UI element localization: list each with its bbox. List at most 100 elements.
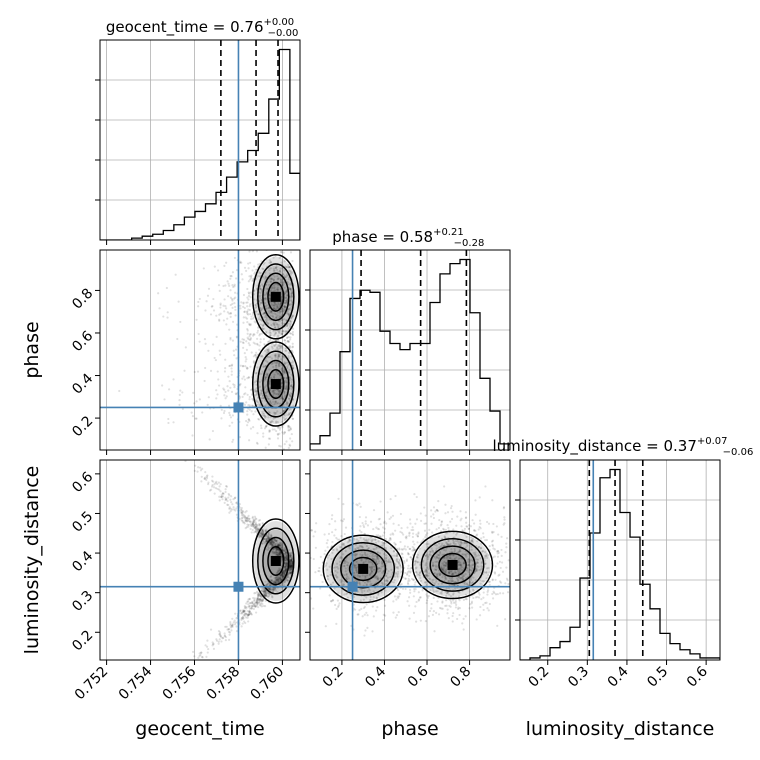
sample-point [248, 610, 251, 613]
sample-point [338, 538, 341, 541]
sample-point [468, 549, 471, 552]
sample-point [458, 570, 461, 573]
sample-point [182, 454, 184, 456]
sample-point [330, 600, 333, 603]
sample-point [289, 561, 292, 564]
sample-point [377, 560, 381, 563]
sample-point [325, 541, 328, 545]
sample-point [385, 522, 388, 525]
sample-point [288, 377, 291, 380]
sample-point [446, 511, 450, 514]
sample-point [314, 546, 317, 549]
sample-point [246, 410, 249, 413]
sample-point [457, 572, 460, 575]
sample-point [262, 397, 265, 400]
sample-point [365, 539, 368, 542]
sample-point [282, 550, 285, 553]
sample-point [254, 523, 257, 526]
sample-point [255, 528, 258, 531]
sample-point [209, 628, 213, 631]
sample-point [257, 593, 261, 596]
sample-point [235, 630, 239, 633]
sample-point [255, 399, 258, 402]
sample-point [221, 492, 224, 495]
sample-point [460, 587, 464, 590]
sample-point [362, 524, 365, 527]
sample-point [228, 364, 231, 368]
sample-point [241, 510, 245, 513]
sample-point [281, 310, 284, 313]
sample-point [268, 421, 271, 424]
sample-point [259, 323, 262, 326]
sample-point [214, 487, 218, 490]
sample-point [276, 325, 280, 328]
sample-point [289, 395, 292, 398]
sample-point [272, 411, 276, 414]
sample-point [289, 566, 292, 569]
sample-point [394, 543, 397, 546]
sample-point [281, 574, 284, 577]
sample-point [273, 275, 276, 278]
sample-point [375, 560, 378, 564]
sample-point [289, 288, 292, 291]
sample-point [198, 652, 201, 655]
sample-point [233, 283, 236, 286]
sample-point [398, 547, 401, 550]
sample-point [246, 519, 250, 522]
sample-point [399, 564, 402, 568]
sample-point [260, 426, 263, 430]
sample-point [247, 337, 250, 341]
sample-point [281, 284, 284, 287]
sample-point [264, 415, 267, 419]
sample-point [234, 496, 237, 499]
sample-point [210, 485, 214, 488]
sample-point [260, 289, 263, 292]
sample-point [280, 575, 283, 578]
sample-point [381, 544, 385, 547]
sample-point [493, 548, 496, 551]
sample-point [285, 402, 288, 405]
sample-point [276, 275, 279, 278]
sample-point [276, 554, 279, 557]
sample-point [375, 526, 378, 529]
sample-point [282, 581, 285, 584]
sample-point [231, 440, 234, 443]
sample-point [283, 305, 286, 308]
sample-point [364, 552, 367, 555]
sample-point [249, 601, 252, 605]
sample-point [271, 462, 273, 464]
sample-point [276, 356, 280, 359]
sample-point [267, 537, 270, 540]
sample-point [369, 573, 372, 576]
sample-point [285, 384, 288, 388]
sample-point [277, 355, 280, 358]
sample-point [281, 397, 284, 400]
sample-point [284, 567, 287, 570]
sample-point [255, 525, 258, 529]
sample-point [431, 550, 435, 553]
sample-point [220, 495, 223, 498]
sample-point [370, 570, 373, 573]
sample-point [356, 613, 359, 616]
sample-point [436, 574, 439, 577]
sample-point [262, 532, 265, 535]
sample-point [348, 538, 351, 541]
sample-point [361, 553, 364, 556]
sample-point [248, 398, 251, 401]
sample-point [457, 541, 460, 544]
sample-point [424, 581, 427, 584]
sample-point [281, 431, 284, 434]
sample-point [329, 583, 332, 586]
sample-point [261, 283, 264, 286]
sample-point [166, 316, 169, 319]
sample-point [274, 553, 277, 556]
sample-point [260, 397, 263, 400]
sample-point [271, 362, 274, 365]
sample-point [483, 571, 486, 574]
contour-line [257, 350, 295, 418]
sample-point [334, 569, 337, 573]
sample-point [259, 271, 262, 275]
sample-point [269, 376, 272, 379]
sample-point [474, 513, 477, 516]
sample-point [469, 559, 472, 562]
